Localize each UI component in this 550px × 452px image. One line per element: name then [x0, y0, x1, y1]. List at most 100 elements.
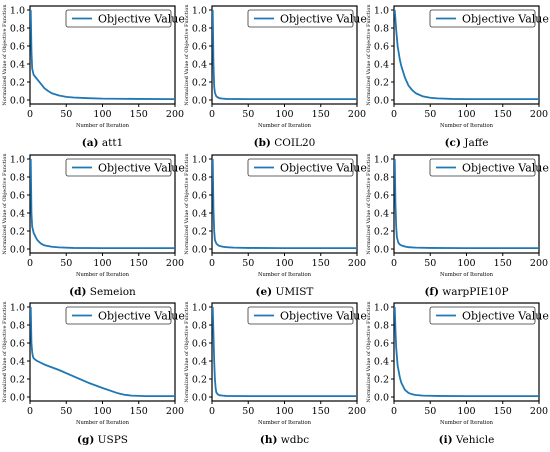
x-axis-label: Number of Iteration: [76, 272, 130, 278]
x-tick-label: 200: [166, 406, 184, 417]
y-tick-label: 0.2: [10, 375, 25, 386]
subplot-wdbc: 0.0 0.2 0.4 0.6 0.8 1.0 0 50 100 150 200 Number of …: [184, 301, 367, 446]
y-tick-label: 1.0: [374, 155, 389, 166]
legend: Objective Value: [65, 9, 185, 28]
y-tick-label: 0.4: [192, 60, 207, 71]
y-axis-label: Normalized Value of Objective Function: [366, 4, 372, 106]
x-tick-label: 200: [530, 406, 548, 417]
legend-box: [429, 158, 536, 177]
y-tick-label: 0.6: [10, 339, 25, 350]
legend-box: [247, 9, 354, 28]
panel-caption-letter: (a): [82, 137, 99, 149]
x-tick-label: 0: [391, 258, 397, 269]
panel-caption: (c) Jaffe: [445, 137, 489, 149]
legend-label: Objective Value: [98, 13, 185, 26]
panel-caption: (i) Vehicle: [439, 434, 495, 446]
y-tick-label: 0.4: [192, 209, 207, 220]
y-tick-label: 0.6: [374, 42, 389, 53]
x-tick-label: 0: [209, 258, 215, 269]
y-tick-label: 0.6: [374, 339, 389, 350]
x-tick-label: 100: [275, 109, 293, 120]
y-tick-label: 0.0: [10, 96, 25, 107]
y-tick-label: 0.2: [374, 227, 389, 238]
y-tick-label: 0.8: [374, 173, 389, 184]
y-tick-label: 0.0: [374, 245, 389, 256]
panel-caption-letter: (g): [77, 434, 94, 446]
series-line-objective-value: [211, 9, 357, 100]
x-tick-label: 0: [209, 109, 215, 120]
legend: Objective Value: [247, 306, 367, 325]
y-tick-label: 0.6: [374, 191, 389, 202]
legend-box: [65, 9, 172, 28]
y-tick-label: 0.8: [374, 24, 389, 35]
x-axis-label: Number of Iteration: [258, 272, 312, 278]
x-tick-label: 100: [457, 109, 475, 120]
y-tick-label: 0.2: [10, 227, 25, 238]
legend-label: Objective Value: [280, 13, 367, 26]
y-tick-label: 0.4: [374, 209, 389, 220]
legend-label: Objective Value: [462, 162, 549, 175]
legend: Objective Value: [247, 158, 367, 177]
x-tick-label: 200: [348, 109, 366, 120]
y-tick-label: 0.4: [374, 357, 389, 368]
legend-label: Objective Value: [280, 162, 367, 175]
y-axis-label: Normalized Value of Objective Function: [2, 301, 8, 403]
panel-caption-letter: (c): [445, 137, 461, 149]
y-tick-label: 0.2: [374, 78, 389, 89]
y-tick-label: 0.0: [10, 393, 25, 404]
subplot-att1: 0.0 0.2 0.4 0.6 0.8 1.0 0 50 100 150 200 Number of …: [2, 4, 185, 149]
x-tick-label: 100: [457, 258, 475, 269]
panel-caption-name: Vehicle: [453, 434, 495, 446]
y-tick-label: 1.0: [192, 303, 207, 314]
y-axis-label: Normalized Value of Objective Function: [2, 4, 8, 106]
series-line-objective-value: [211, 306, 357, 398]
y-tick-label: 0.0: [374, 393, 389, 404]
x-tick-label: 100: [457, 406, 475, 417]
y-tick-label: 0.8: [10, 321, 25, 332]
x-tick-label: 100: [93, 406, 111, 417]
x-tick-label: 0: [391, 109, 397, 120]
x-tick-label: 200: [166, 258, 184, 269]
x-tick-label: 50: [60, 109, 72, 120]
x-tick-label: 50: [242, 109, 254, 120]
y-tick-label: 0.2: [10, 78, 25, 89]
y-axis-label: Normalized Value of Objective Function: [184, 301, 190, 403]
x-tick-label: 200: [166, 109, 184, 120]
x-tick-label: 200: [530, 258, 548, 269]
y-tick-label: 1.0: [10, 6, 25, 17]
y-tick-label: 1.0: [374, 303, 389, 314]
series-line-objective-value: [393, 306, 539, 398]
y-axis-label: Normalized Value of Objective Function: [366, 153, 372, 255]
x-axis-label: Number of Iteration: [258, 420, 312, 426]
y-axis-label: Normalized Value of Objective Function: [184, 153, 190, 255]
subplot-USPS: 0.0 0.2 0.4 0.6 0.8 1.0 0 50 100 150 200 Number of …: [2, 301, 185, 446]
x-tick-label: 0: [27, 109, 33, 120]
panel-caption-name: UMIST: [272, 286, 313, 298]
y-tick-label: 0.6: [192, 42, 207, 53]
x-tick-label: 0: [27, 258, 33, 269]
y-axis-label: Normalized Value of Objective Function: [366, 301, 372, 403]
legend-label: Objective Value: [280, 310, 367, 323]
y-tick-label: 1.0: [192, 155, 207, 166]
x-axis-label: Number of Iteration: [440, 272, 494, 278]
x-tick-label: 150: [494, 406, 512, 417]
x-tick-label: 100: [275, 406, 293, 417]
x-tick-label: 150: [494, 258, 512, 269]
x-tick-label: 100: [275, 258, 293, 269]
y-tick-label: 0.4: [374, 60, 389, 71]
y-tick-label: 0.2: [374, 375, 389, 386]
y-tick-label: 0.8: [10, 24, 25, 35]
y-tick-label: 0.8: [374, 321, 389, 332]
panel-caption: (f) warpPIE10P: [424, 286, 508, 298]
panel-caption-letter: (d): [69, 286, 86, 298]
x-tick-label: 50: [424, 406, 436, 417]
panel-caption-name: USPS: [94, 434, 128, 446]
x-tick-label: 50: [60, 406, 72, 417]
legend-label: Objective Value: [98, 162, 185, 175]
subplot-UMIST: 0.0 0.2 0.4 0.6 0.8 1.0 0 50 100 150 200 Number of …: [184, 153, 367, 298]
panel-caption-letter: (b): [254, 137, 271, 149]
legend: Objective Value: [65, 158, 185, 177]
x-tick-label: 100: [93, 109, 111, 120]
panel-caption-letter: (h): [260, 434, 278, 446]
